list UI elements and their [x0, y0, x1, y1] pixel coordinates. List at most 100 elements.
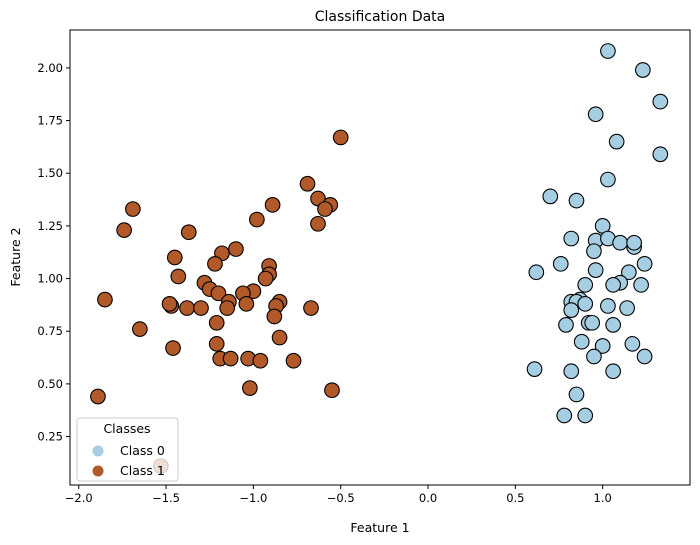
- data-point-class-0: [636, 255, 653, 272]
- data-point-class-1: [324, 382, 340, 399]
- data-point-class-0: [612, 234, 628, 251]
- data-point-class-0: [558, 317, 574, 333]
- legend-label-class-1: Class 1: [120, 463, 165, 478]
- data-point-class-0: [563, 363, 580, 380]
- data-point-class-1: [332, 129, 349, 146]
- x-tick-label: −0.5: [327, 491, 355, 505]
- data-point-class-0: [556, 407, 573, 424]
- data-point-class-1: [238, 295, 255, 312]
- data-point-class-1: [303, 300, 319, 316]
- data-point-class-0: [636, 348, 653, 365]
- data-point-class-1: [310, 215, 326, 232]
- data-point-class-0: [577, 407, 594, 424]
- x-tick-label: 0.5: [506, 491, 524, 505]
- data-point-class-0: [624, 336, 641, 352]
- data-point-class-1: [179, 300, 195, 316]
- y-axis-label: Feature 2: [8, 227, 23, 286]
- x-tick-label: −2.0: [65, 491, 93, 505]
- y-tick-label: 1.00: [37, 272, 63, 286]
- data-point-class-1: [271, 329, 288, 346]
- legend-label-class-0: Class 0: [120, 443, 165, 458]
- data-point-class-0: [600, 171, 616, 188]
- y-tick-label: 2.00: [37, 61, 63, 75]
- y-tick-label: 0.50: [37, 377, 63, 391]
- x-tick-label: 0.0: [419, 491, 437, 505]
- data-point-class-0: [605, 363, 622, 380]
- data-point-class-0: [563, 230, 580, 247]
- legend-title: Classes: [103, 421, 150, 436]
- data-point-class-0: [652, 93, 669, 110]
- data-point-class-1: [207, 255, 223, 272]
- data-point-class-1: [161, 295, 178, 312]
- data-point-class-1: [228, 241, 244, 257]
- data-point-class-0: [584, 314, 601, 331]
- data-point-class-1: [170, 268, 187, 285]
- data-point-class-0: [577, 295, 594, 312]
- data-point-class-0: [633, 277, 649, 293]
- data-point-class-0: [605, 317, 622, 333]
- data-point-class-1: [193, 300, 209, 316]
- data-point-class-1: [249, 211, 265, 228]
- y-tick-label: 0.25: [37, 430, 63, 444]
- data-point-class-1: [166, 249, 183, 266]
- data-point-class-1: [222, 350, 239, 367]
- data-point-class-1: [210, 285, 227, 302]
- data-point-class-0: [634, 62, 651, 78]
- data-point-class-0: [600, 43, 616, 59]
- data-point-class-1: [208, 314, 225, 331]
- data-point-class-1: [257, 270, 274, 287]
- data-point-class-0: [552, 255, 569, 272]
- data-point-class-0: [528, 264, 545, 281]
- data-point-class-0: [542, 188, 559, 205]
- data-point-class-1: [285, 352, 302, 369]
- data-point-class-0: [577, 277, 594, 293]
- data-point-class-0: [594, 338, 611, 354]
- legend-frame: [76, 417, 179, 482]
- data-point-class-1: [165, 340, 181, 356]
- data-point-class-0: [563, 302, 580, 319]
- data-point-class-1: [208, 336, 225, 352]
- data-point-class-1: [125, 201, 141, 217]
- data-point-class-0: [568, 386, 585, 403]
- data-point-class-0: [626, 234, 642, 251]
- data-point-class-1: [219, 300, 236, 316]
- data-points: [90, 43, 669, 474]
- data-point-class-1: [317, 201, 333, 217]
- data-point-class-0: [586, 243, 602, 260]
- legend: Classes Class 0 Class 1: [76, 417, 179, 482]
- data-point-class-1: [132, 321, 148, 337]
- y-tick-label: 1.50: [37, 166, 63, 180]
- data-point-class-1: [264, 196, 281, 213]
- data-point-class-1: [180, 224, 197, 241]
- data-point-class-0: [526, 361, 543, 377]
- legend-marker-class-1: [92, 465, 104, 477]
- y-tick-label: 1.75: [37, 114, 63, 128]
- data-point-class-0: [587, 262, 604, 278]
- data-point-class-0: [587, 106, 604, 123]
- data-point-class-0: [605, 277, 622, 293]
- data-point-class-1: [242, 380, 258, 396]
- x-tick-label: −1.0: [239, 491, 267, 505]
- data-point-class-1: [252, 352, 269, 369]
- x-axis-label: Feature 1: [350, 520, 409, 535]
- data-point-class-0: [652, 146, 669, 163]
- x-tick-label: 1.0: [594, 491, 612, 505]
- data-point-class-1: [97, 291, 113, 308]
- plot-frame: [69, 29, 691, 486]
- legend-marker-class-0: [92, 445, 104, 457]
- data-point-class-0: [600, 298, 616, 314]
- y-tick-label: 1.25: [37, 219, 63, 233]
- data-point-class-0: [608, 133, 625, 150]
- data-point-class-1: [266, 308, 283, 325]
- data-point-class-1: [90, 388, 106, 405]
- data-point-class-1: [116, 222, 132, 238]
- data-point-class-1: [299, 175, 316, 192]
- data-point-class-0: [621, 264, 637, 281]
- x-axis: −2.0 −1.5 −1.0 −0.5 0.0 0.5 1.0: [65, 485, 612, 505]
- data-point-class-0: [568, 192, 585, 209]
- x-tick-label: −1.5: [152, 491, 180, 505]
- y-axis: 0.25 0.50 0.75 1.00 1.25 1.50 1.75 2.00: [37, 61, 70, 444]
- data-point-class-0: [586, 348, 602, 365]
- chart-title: Classification Data: [315, 9, 446, 25]
